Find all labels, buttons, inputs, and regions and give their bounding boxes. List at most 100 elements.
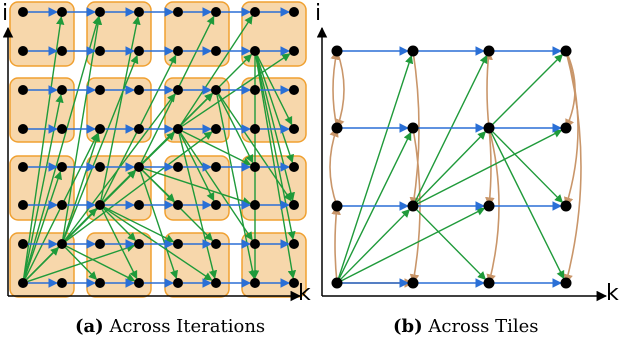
node <box>57 46 67 56</box>
green-arrow <box>143 167 252 206</box>
node <box>407 45 419 57</box>
node <box>18 162 28 172</box>
tan-arrow <box>331 205 341 284</box>
node <box>57 200 67 210</box>
x-axis-label: k <box>606 281 619 306</box>
green-arrows <box>337 53 565 282</box>
node-grid <box>331 45 572 289</box>
node <box>18 46 28 56</box>
node <box>134 124 144 134</box>
node <box>331 45 343 57</box>
node <box>134 46 144 56</box>
blue-arrows <box>28 7 290 288</box>
green-arrow <box>337 54 414 279</box>
node <box>134 239 144 249</box>
caption-a-tag: (a) <box>75 316 104 337</box>
green-arrow <box>180 15 253 126</box>
node <box>134 162 144 172</box>
green-arrow <box>341 207 486 282</box>
node <box>331 277 343 289</box>
node <box>289 278 299 288</box>
green-arrow <box>139 171 178 280</box>
green-arrow <box>62 132 101 240</box>
green-arrow <box>417 129 563 205</box>
node <box>95 124 105 134</box>
node <box>211 239 221 249</box>
y-axis-label: i <box>315 1 321 26</box>
tan-arrow <box>329 127 339 207</box>
node <box>134 200 144 210</box>
node <box>57 239 67 249</box>
green-arrow <box>65 131 213 242</box>
node <box>95 7 105 17</box>
node <box>95 46 105 56</box>
node <box>173 85 183 95</box>
green-arrow <box>415 130 487 203</box>
green-arrow <box>492 53 564 125</box>
node <box>483 122 495 134</box>
node <box>57 7 67 17</box>
node <box>173 124 183 134</box>
green-arrow <box>340 208 411 280</box>
node <box>250 239 260 249</box>
green-arrow <box>64 247 98 281</box>
tan-arrow <box>330 50 340 129</box>
caption-a: (a) Across Iterations <box>75 316 265 337</box>
node <box>211 85 221 95</box>
node <box>95 278 105 288</box>
node <box>18 200 28 210</box>
node <box>134 85 144 95</box>
green-arrow <box>103 208 137 242</box>
node <box>560 277 572 289</box>
node <box>57 124 67 134</box>
panel-b-across-tiles: i k <box>315 1 619 306</box>
node <box>483 200 495 212</box>
node <box>407 277 419 289</box>
green-arrow <box>180 132 253 241</box>
node <box>560 122 572 134</box>
node <box>250 124 260 134</box>
green-arrow <box>178 133 218 279</box>
green-arrow <box>416 209 487 281</box>
node <box>560 45 572 57</box>
caption-b: (b) Across Tiles <box>393 316 539 337</box>
node <box>250 7 260 17</box>
node <box>289 162 299 172</box>
node <box>211 162 221 172</box>
green-arrow <box>255 55 294 164</box>
node <box>134 278 144 288</box>
node <box>250 162 260 172</box>
blue-arrows <box>342 46 562 288</box>
node <box>331 200 343 212</box>
node <box>18 239 28 249</box>
node <box>211 46 221 56</box>
node <box>18 85 28 95</box>
node <box>289 124 299 134</box>
node <box>173 278 183 288</box>
node <box>95 162 105 172</box>
node <box>331 122 343 134</box>
node <box>57 278 67 288</box>
node <box>95 85 105 95</box>
node <box>95 200 105 210</box>
node <box>483 277 495 289</box>
tan-arrow <box>483 50 493 129</box>
green-arrow <box>182 130 252 166</box>
node <box>289 7 299 17</box>
node <box>18 278 28 288</box>
node <box>211 200 221 210</box>
node <box>211 7 221 17</box>
green-arrow <box>23 170 62 279</box>
node <box>173 162 183 172</box>
green-arrow <box>63 54 139 240</box>
node <box>134 7 144 17</box>
node <box>211 124 221 134</box>
node <box>18 124 28 134</box>
green-arrow <box>218 93 292 202</box>
node <box>250 85 260 95</box>
panel-a-across-iterations: i k <box>2 1 311 306</box>
node <box>173 239 183 249</box>
node <box>289 46 299 56</box>
node <box>289 239 299 249</box>
